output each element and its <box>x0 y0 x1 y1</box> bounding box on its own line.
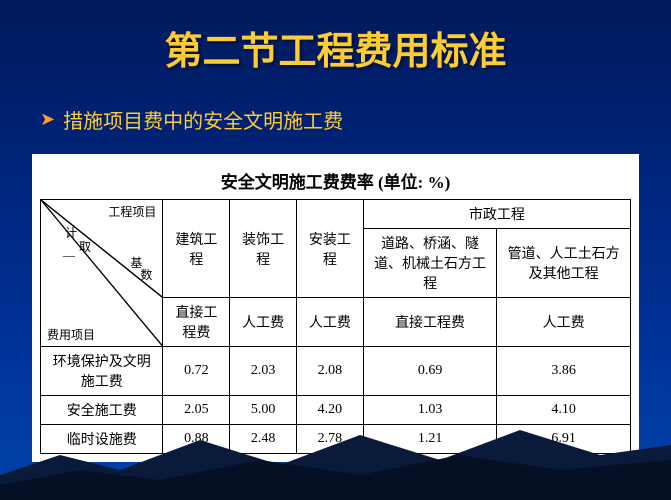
col-header: 管道、人工土石方及其他工程 <box>497 229 631 298</box>
table-container: 安全文明施工费费率 (单位: %) 工程项目 计 取 — 基 数 费用项目 建筑… <box>32 154 639 462</box>
cell: 2.03 <box>230 347 297 396</box>
fee-rate-table: 工程项目 计 取 — 基 数 费用项目 建筑工程 装饰工程 安装工程 市政工程 … <box>40 199 631 454</box>
table-title: 安全文明施工费费率 (单位: %) <box>40 162 631 199</box>
diag-label-mid3: — <box>63 248 75 263</box>
cell: 3.86 <box>497 347 631 396</box>
page-title: 第二节工程费用标准 <box>0 0 671 75</box>
background-mountain <box>0 420 671 500</box>
basis-cell: 人工费 <box>230 298 297 347</box>
subtitle-row: ➤ 措施项目费中的安全文明施工费 <box>40 105 671 134</box>
basis-cell: 人工费 <box>497 298 631 347</box>
col-header: 道路、桥涵、隧道、机械土石方工程 <box>363 229 497 298</box>
cell: 2.08 <box>297 347 364 396</box>
table-row: 环境保护及文明施工费 0.72 2.03 2.08 0.69 3.86 <box>41 347 631 396</box>
diag-label-top: 工程项目 <box>108 203 156 220</box>
subtitle-text: 措施项目费中的安全文明施工费 <box>63 105 343 134</box>
basis-cell: 直接工程费 <box>363 298 497 347</box>
bullet-arrow-icon: ➤ <box>40 109 55 130</box>
diag-label-mid2: 取 <box>79 238 91 255</box>
diagonal-header-cell: 工程项目 计 取 — 基 数 费用项目 <box>41 200 163 347</box>
cell: 0.72 <box>163 347 230 396</box>
diag-label-mid5: 数 <box>140 266 152 283</box>
cell: 0.69 <box>363 347 497 396</box>
diag-label-mid1: 计 <box>65 224 77 241</box>
col-header: 装饰工程 <box>230 200 297 298</box>
col-header-group: 市政工程 <box>363 200 630 229</box>
row-label: 环境保护及文明施工费 <box>41 347 163 396</box>
col-header: 安装工程 <box>297 200 364 298</box>
basis-cell: 人工费 <box>297 298 364 347</box>
basis-cell: 直接工程费 <box>163 298 230 347</box>
diag-label-bottom: 费用项目 <box>47 326 95 343</box>
col-header: 建筑工程 <box>163 200 230 298</box>
